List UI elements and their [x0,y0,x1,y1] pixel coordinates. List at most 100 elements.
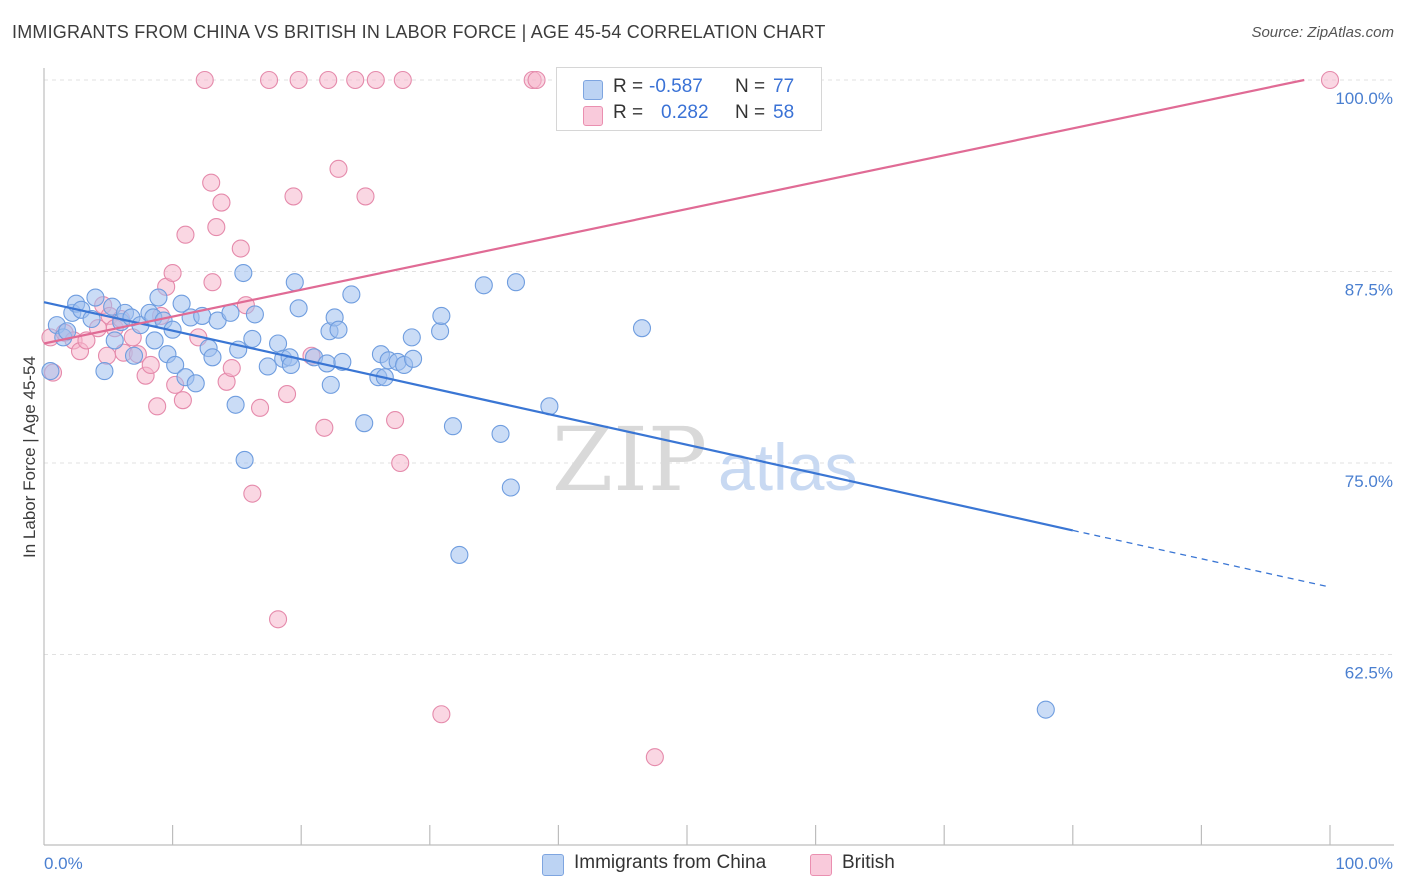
british-points [41,70,1340,767]
legend-n-value-british: 58 [773,102,795,123]
british-point [250,398,270,417]
china-point [166,355,185,375]
china-point [474,276,493,295]
y-tick-label: 75.0% [1345,472,1393,491]
china-point [491,424,510,443]
series-legend: Immigrants from China British [0,850,1406,880]
china-point [149,288,168,307]
legend-n-value-china: 77 [773,76,795,97]
british-point [319,70,338,90]
chart-source: Source: ZipAtlas.com [1251,24,1394,41]
watermark-zip: ZIP [552,408,707,511]
british-point [97,346,117,365]
china-point [289,299,308,318]
china-point [105,331,124,350]
china-point [124,346,144,365]
china-point [506,273,526,292]
china-point [355,414,374,433]
british-point [391,453,410,473]
british-point [278,385,297,404]
trend-lines [43,78,1331,588]
china-point [95,362,114,381]
legend-n-key: N = [735,102,766,123]
british-point [243,484,262,503]
series-label-british: British [842,852,895,873]
china-point [234,263,253,283]
china-trend-extension [1072,529,1331,588]
british-point [269,610,288,629]
china-point [333,352,352,371]
china-point [1036,700,1055,719]
british-point [1320,70,1340,90]
china-point [203,348,222,367]
british-point [176,225,195,244]
british-point [346,70,365,90]
british-point [329,159,348,178]
china-point [285,273,304,292]
british-point [202,173,221,192]
axes [43,68,1394,846]
legend-r-value-china: -0.587 [649,76,703,97]
british-point [315,418,334,437]
china-point [342,285,361,304]
british-point [141,355,160,375]
china-point [235,450,254,469]
gridlines [44,79,1394,655]
british-point [386,411,405,430]
british-point [231,239,250,258]
china-point [41,362,60,381]
british-point [222,358,241,378]
china-point [245,305,264,324]
legend-r-value-british: 0.282 [661,102,709,123]
china-point [186,374,205,393]
british-point [148,397,167,416]
british-point [645,748,664,767]
y-tick-labels: 62.5% 75.0% 87.5% 100.0% [1335,89,1393,683]
legend-swatch-british [583,106,603,126]
y-tick-label: 87.5% [1345,281,1393,300]
china-point [226,395,245,414]
x-tick-label-max: 100.0% [1335,854,1393,873]
y-tick-label: 62.5% [1345,664,1393,683]
china-point [329,320,348,339]
china-point [221,303,240,322]
china-point [432,306,451,325]
china-point [404,349,423,368]
british-point [432,705,451,724]
british-point [195,70,214,90]
china-point [501,478,520,497]
x-tick-marks [172,825,1331,845]
china-point [321,375,340,394]
china-trend-line [43,301,1074,532]
series-label-china: Immigrants from China [574,852,767,873]
china-point [243,329,262,348]
x-tick-label-min: 0.0% [44,854,83,873]
british-point [527,70,546,90]
british-point [356,187,375,206]
china-point [86,288,105,307]
british-point [207,218,226,237]
china-point [443,417,462,436]
china-point [632,319,652,338]
british-point [259,70,279,90]
british-point [212,193,231,212]
china-point [145,331,164,350]
british-trend-line [43,78,1305,345]
china-point [450,545,469,564]
british-point [366,70,385,90]
series-swatch-china [542,854,564,876]
british-point [289,70,308,90]
china-point [269,334,288,353]
british-point [393,70,412,90]
series-swatch-british [810,854,832,876]
legend-swatch-china [583,80,603,100]
china-point [402,328,421,347]
watermark: ZIP atlas [552,408,857,511]
british-point [163,263,182,283]
china-point [431,322,450,341]
legend-n-key: N = [735,76,766,97]
correlation-legend: R = -0.587 N = 77 R = 0.282 N = 58 [556,67,822,131]
british-point [203,273,222,292]
legend-r-key: R = [613,76,644,97]
